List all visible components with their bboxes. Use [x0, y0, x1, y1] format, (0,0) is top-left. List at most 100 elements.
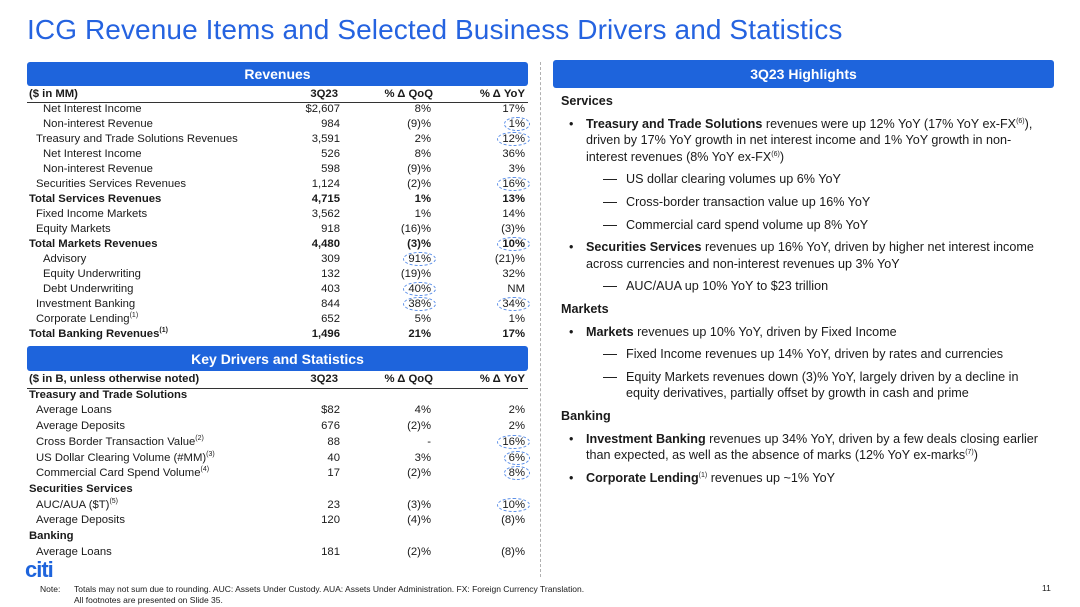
value-text: (21)% — [494, 253, 525, 265]
value-text: 12% — [497, 132, 530, 146]
sub-bullet: AUC/AUA up 10% YoY to $23 trillion — [561, 278, 1051, 295]
footnote-ref: (6) — [771, 150, 780, 158]
cell-value: 40 — [327, 452, 340, 464]
label-text: Investment Banking — [36, 298, 136, 310]
label-text: Equity Underwriting — [43, 268, 141, 280]
value-text: 88 — [327, 435, 340, 448]
row-label: Fixed Income Markets — [36, 208, 147, 220]
cell-value: (16)% — [401, 223, 431, 235]
drivers-header: Key Drivers and Statistics — [27, 346, 528, 371]
cell-value: - — [427, 436, 431, 448]
value-text: 36% — [502, 148, 525, 160]
cell-value: 3,562 — [312, 208, 340, 220]
column-header: ($ in B, unless otherwise noted) — [29, 373, 200, 385]
cell-value: 4,480 — [312, 238, 340, 250]
value-text: 40 — [327, 451, 340, 464]
cell-value: 91% — [403, 252, 436, 266]
cell-value: (9)% — [407, 118, 431, 130]
row-label: Average Deposits — [36, 514, 125, 526]
label-text: Average Deposits — [36, 420, 125, 433]
cell-value: 1% — [415, 193, 431, 205]
value-text: (16)% — [400, 223, 431, 235]
value-text: 598 — [321, 163, 340, 175]
value-text: 40% — [403, 282, 436, 296]
cell-value: 12% — [497, 132, 530, 146]
cell-value: (2)% — [407, 546, 431, 558]
label-text: US Dollar Clearing Volume (#MM) — [36, 451, 207, 464]
label-text: Banking — [29, 530, 74, 542]
bold-text: Treasury and Trade Solutions — [586, 116, 763, 131]
label-text: Non-interest Revenue — [43, 163, 153, 175]
column-header: % Δ QoQ — [384, 373, 434, 385]
label-text: Non-interest Revenue — [43, 118, 153, 130]
bullet-text: ) — [973, 448, 978, 463]
row-label: Securities Services Revenues — [36, 178, 186, 190]
label-text: Average Loans — [36, 545, 112, 558]
cell-value: $2,607 — [305, 103, 340, 115]
table-row: Average Loans $82 4% 2% — [27, 404, 528, 420]
cell-value: 6% — [503, 450, 530, 465]
cell-value: 23 — [327, 499, 340, 511]
value-text: 3% — [508, 163, 525, 175]
cell-value: 16% — [497, 177, 530, 191]
value-text: 1% — [503, 117, 530, 131]
value-text: 132 — [321, 268, 340, 280]
label-text: Equity Markets — [36, 223, 111, 235]
row-label: Net Interest Income — [43, 148, 142, 160]
table-row: Debt Underwriting 403 40% NM — [27, 282, 528, 298]
cell-value: 38% — [403, 297, 436, 311]
table-row: Equity Markets 918 (16)% (3)% — [27, 223, 528, 238]
label-text: Commercial Card Spend Volume — [36, 467, 201, 480]
row-label: Treasury and Trade Solutions — [29, 389, 187, 401]
cell-value: 10% — [497, 497, 530, 512]
cell-value: (2)% — [407, 420, 431, 432]
cell-value: 2% — [509, 420, 525, 432]
cell-value: (2)% — [407, 467, 431, 479]
row-label: Treasury and Trade Solutions Revenues — [36, 133, 238, 145]
value-text: 17 — [327, 467, 340, 480]
cell-value: (4)% — [407, 514, 431, 526]
label-text: Total Markets Revenues — [29, 238, 158, 250]
bullet: Markets revenues up 10% YoY, driven by F… — [561, 324, 1051, 341]
table-row: Investment Banking 844 38% 34% — [27, 297, 530, 313]
bullet-text: revenues were up 12% YoY (17% YoY ex-FX — [762, 116, 1017, 131]
label-text: Corporate Lending — [36, 313, 130, 325]
cell-value: 8% — [415, 148, 431, 160]
value-text: 17% — [502, 103, 525, 115]
cell-value: 844 — [321, 298, 340, 310]
value-text: 3,591 — [311, 133, 340, 145]
sub-bullet: Cross-border transaction value up 16% Yo… — [561, 194, 1051, 211]
label-text: Average Deposits — [36, 514, 125, 527]
value-text: (3)% — [407, 498, 431, 511]
label-text: AUC/AUA ($T) — [36, 498, 110, 511]
value-text: 8% — [503, 466, 530, 481]
value-text: 10% — [497, 237, 530, 251]
label-text: Fixed Income Markets — [36, 208, 148, 220]
value-text: 1% — [414, 208, 431, 220]
cell-value: 598 — [321, 163, 340, 175]
logo: citi — [25, 557, 54, 582]
value-text: 984 — [321, 118, 340, 130]
cell-value: 88 — [327, 436, 340, 448]
table-row: Total Markets Revenues 4,480 (3)% 10% — [27, 237, 530, 253]
value-text: 2% — [508, 420, 525, 433]
table-row: Corporate Lending(1) 652 5% 1% — [27, 312, 528, 328]
table-row: Advisory 309 91% (21)% — [27, 252, 528, 268]
label-text: Net Interest Income — [43, 103, 142, 115]
value-text: 2% — [414, 133, 431, 145]
section-heading: Banking — [561, 408, 611, 423]
bold-text: Investment Banking — [586, 431, 706, 446]
table-row: Total Banking Revenues(1) 1,496 21% 17% — [27, 327, 528, 343]
bold-text: Markets — [586, 324, 634, 339]
sub-bullet: Commercial card spend volume up 8% YoY — [561, 217, 1051, 234]
footnote-ref: (1) — [698, 471, 708, 479]
footnote-ref: (1) — [129, 312, 139, 320]
value-text: 5% — [414, 313, 431, 325]
table-row: Net Interest Income 526 8% 36% — [27, 148, 528, 163]
bold-text: Securities Services — [586, 240, 702, 255]
value-text: 4,480 — [311, 238, 340, 250]
bullet: Investment Banking revenues up 34% YoY, … — [561, 431, 1051, 464]
value-text: (9)% — [407, 118, 431, 130]
cell-value: 1% — [509, 313, 525, 325]
label-text: Average Loans — [36, 404, 112, 417]
